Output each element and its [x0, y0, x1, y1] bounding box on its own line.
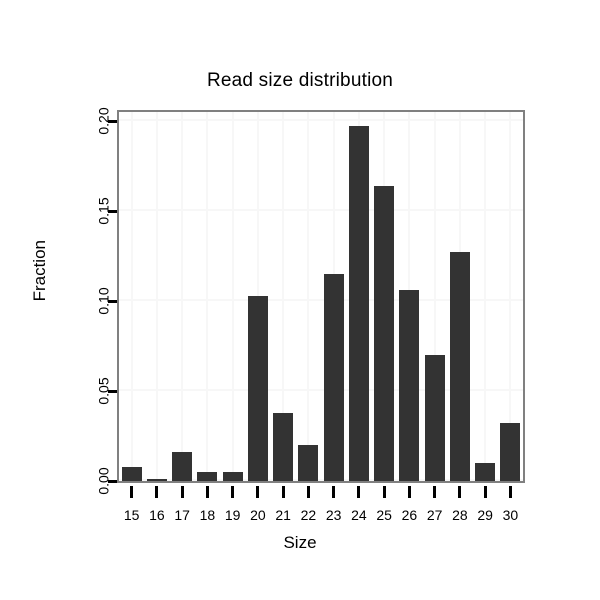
x-axis-tick: [458, 486, 462, 498]
x-axis-label: Size: [283, 533, 317, 552]
x-axis-tick-label: 17: [174, 507, 190, 523]
y-axis-tick: [108, 209, 117, 213]
gridline-horizontal: [119, 119, 523, 121]
bar: [273, 412, 294, 481]
gridline-horizontal: [119, 389, 523, 391]
bar: [121, 466, 142, 481]
y-axis-label: Fraction: [30, 240, 49, 302]
gridline-vertical: [130, 112, 133, 481]
y-axis-tick-label: 0.15: [95, 197, 111, 225]
x-axis-tick-label: 23: [325, 507, 342, 523]
bar: [172, 452, 193, 481]
x-axis-tick-label: 16: [149, 507, 165, 523]
x-axis-tick-label: 24: [351, 507, 367, 523]
x-axis-tick-label: 15: [123, 507, 140, 523]
bar: [374, 185, 395, 481]
x-axis-tick: [130, 486, 134, 498]
bar: [298, 445, 319, 481]
y-axis-tick: [108, 299, 117, 303]
gridline-vertical: [484, 112, 487, 481]
plot-panel: [117, 110, 525, 483]
bar: [475, 463, 496, 481]
x-axis: 15 16 17 18 19 20 21 22 23 24 25 26 27 28 29 30: [117, 483, 525, 543]
x-axis-tick: [256, 486, 260, 498]
x-axis-tick-label: 27: [426, 507, 443, 523]
x-axis-tick-label: 28: [452, 507, 468, 523]
y-axis-tick-label: 0.00: [95, 467, 111, 495]
bar: [449, 252, 470, 481]
x-axis-tick: [281, 486, 285, 498]
x-axis-tick-label: 29: [477, 507, 493, 523]
bar: [146, 479, 167, 481]
bar: [323, 274, 344, 481]
y-axis-tick: [108, 389, 117, 393]
y-axis-tick-label: 0.10: [95, 287, 111, 315]
x-axis-tick-label: 30: [502, 507, 519, 523]
gridline-vertical: [509, 112, 512, 481]
gridline-vertical: [282, 112, 285, 481]
x-axis-tick-label: 26: [401, 507, 418, 523]
gridline-vertical: [206, 112, 209, 481]
gridline-horizontal: [119, 209, 523, 211]
gridline-horizontal: [119, 479, 523, 481]
x-axis-tick: [180, 486, 184, 498]
x-axis-tick-label: 20: [250, 507, 266, 523]
bar: [500, 423, 521, 481]
x-axis-tick: [205, 486, 209, 498]
y-axis: 0.00 0.05 0.10 0.15 0.20: [0, 107, 117, 495]
plot-inner: [119, 112, 523, 481]
bar: [399, 290, 420, 481]
x-axis-tick: [483, 486, 487, 498]
x-axis-tick: [231, 486, 235, 498]
bar: [197, 472, 218, 481]
x-axis-tick: [407, 486, 411, 498]
x-axis-tick: [508, 486, 512, 498]
gridline-vertical: [433, 112, 436, 481]
gridline-vertical: [155, 112, 158, 481]
x-axis-tick: [332, 486, 336, 498]
y-axis-tick-label: 0.20: [95, 107, 111, 135]
x-axis-tick: [357, 486, 361, 498]
bar: [424, 355, 445, 481]
x-axis-tick-label: 18: [199, 507, 216, 523]
bar: [348, 126, 369, 481]
x-axis-tick: [433, 486, 437, 498]
x-axis-tick: [382, 486, 386, 498]
x-axis-tick: [306, 486, 310, 498]
gridline-vertical: [181, 112, 184, 481]
gridline-horizontal: [119, 299, 523, 301]
bar: [247, 295, 268, 481]
y-axis-tick: [108, 479, 117, 483]
chart-title: Read size distribution: [206, 70, 394, 91]
gridline-vertical: [231, 112, 234, 481]
gridline-vertical: [307, 112, 310, 481]
x-axis-tick-label: 19: [224, 507, 241, 523]
bar: [222, 472, 243, 481]
x-axis-tick-label: 25: [376, 507, 392, 523]
y-axis-tick: [108, 119, 117, 123]
x-axis-tick-label: 21: [275, 507, 291, 523]
x-axis-tick: [155, 486, 159, 498]
x-axis-tick-label: 22: [300, 507, 317, 523]
y-axis-tick-label: 0.05: [95, 377, 111, 405]
